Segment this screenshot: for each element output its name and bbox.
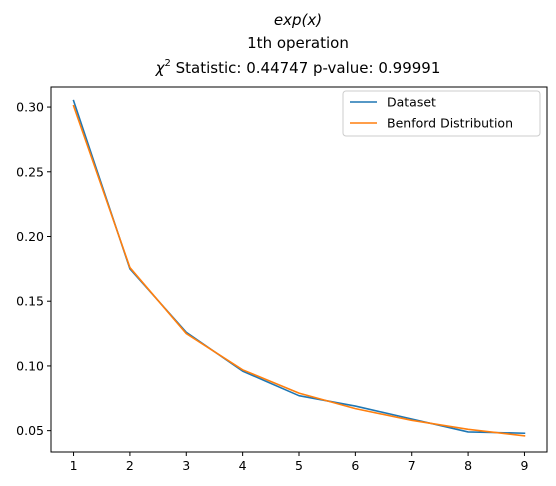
x-tick-label: 2 <box>126 458 134 473</box>
x-tick-label: 6 <box>351 458 359 473</box>
x-tick-label: 8 <box>464 458 472 473</box>
chart-title-function: exp(x) <box>274 11 322 29</box>
chart-title-statistic: χ2 Statistic: 0.44747 p-value: 0.99991 <box>155 58 441 77</box>
x-tick-label: 4 <box>239 458 247 473</box>
y-tick-label: 0.20 <box>16 229 44 244</box>
statistic-text: Statistic: 0.44747 p-value: 0.99991 <box>171 59 441 77</box>
axes <box>47 86 548 456</box>
x-tick-label: 7 <box>408 458 416 473</box>
legend-box <box>342 90 541 137</box>
chi-symbol: χ <box>155 59 166 77</box>
legend-label: Dataset <box>387 95 436 110</box>
y-tick-label: 0.25 <box>16 164 44 179</box>
plot-frame <box>50 86 548 453</box>
x-tick-label: 5 <box>295 458 303 473</box>
y-tick-label: 0.05 <box>16 423 44 438</box>
y-tick-label: 0.30 <box>16 100 44 115</box>
series-line-benford <box>72 104 526 437</box>
x-tick-label: 3 <box>182 458 190 473</box>
y-tick-label: 0.10 <box>16 358 44 373</box>
chart-title-operation: 1th operation <box>247 34 349 52</box>
series-lines <box>72 99 526 437</box>
y-tick-label: 0.15 <box>16 294 44 309</box>
series-line-dataset <box>72 99 526 435</box>
x-tick-label: 1 <box>70 458 78 473</box>
tick-labels: 1 2 3 4 5 6 7 8 9 0.05 0.10 0.15 0.20 0.25 0.30 <box>16 100 528 473</box>
legend-label: Benford Distribution <box>387 116 513 131</box>
x-tick-label: 9 <box>520 458 528 473</box>
legend: Dataset Benford Distribution <box>342 90 541 137</box>
chi-superscript: 2 <box>165 58 171 69</box>
